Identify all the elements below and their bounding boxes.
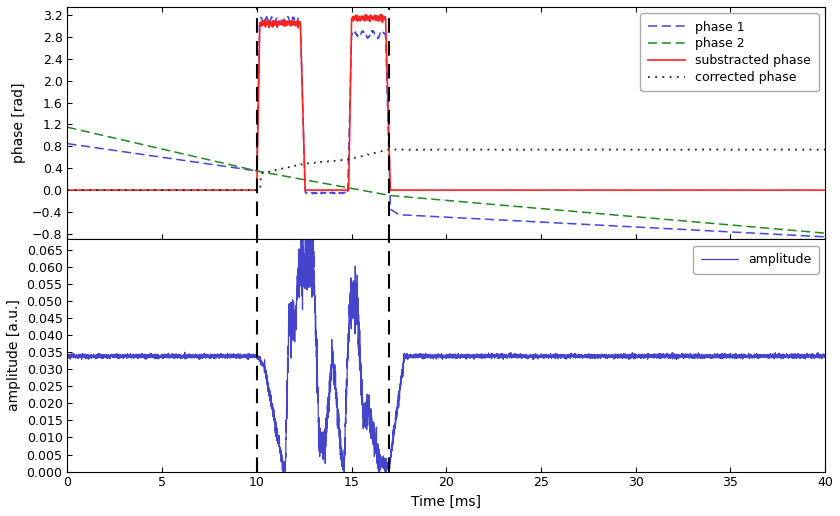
corrected phase	[337, 157, 347, 164]
amplitude	[664, 352, 675, 358]
amplitude	[62, 351, 72, 358]
corrected phase	[62, 187, 72, 193]
phase 2	[337, 184, 347, 190]
phase 2	[511, 203, 521, 209]
phase 2	[543, 206, 554, 213]
substracted phase	[770, 187, 780, 194]
substracted phase	[337, 187, 347, 193]
phase 1	[664, 225, 675, 232]
phase 2	[624, 213, 634, 219]
Line: phase 1: phase 1	[67, 17, 825, 237]
phase 1	[543, 219, 554, 225]
corrected phase	[624, 147, 634, 153]
Y-axis label: phase [rad]: phase [rad]	[13, 83, 26, 164]
phase 1	[101, 146, 111, 152]
Line: amplitude: amplitude	[67, 239, 825, 472]
amplitude	[297, 236, 307, 243]
substracted phase	[543, 187, 554, 193]
corrected phase	[664, 147, 675, 153]
phase 2	[62, 124, 72, 131]
phase 1	[62, 140, 72, 147]
amplitude	[624, 352, 634, 359]
substracted phase	[820, 187, 830, 193]
phase 1	[511, 218, 521, 224]
substracted phase	[664, 187, 675, 193]
corrected phase	[820, 147, 830, 153]
Line: corrected phase: corrected phase	[67, 149, 825, 190]
Legend: amplitude: amplitude	[693, 246, 819, 273]
phase 1	[337, 189, 347, 196]
substracted phase	[101, 187, 111, 193]
amplitude	[101, 354, 111, 361]
phase 2	[664, 217, 675, 223]
substracted phase	[624, 187, 634, 193]
phase 1	[624, 223, 634, 230]
amplitude	[544, 352, 554, 359]
X-axis label: Time [ms]: Time [ms]	[412, 495, 481, 509]
Line: phase 2: phase 2	[67, 127, 825, 233]
phase 2	[101, 133, 111, 139]
phase 2	[820, 230, 830, 236]
corrected phase	[101, 187, 111, 193]
amplitude	[278, 469, 288, 475]
corrected phase	[543, 147, 554, 153]
substracted phase	[511, 187, 521, 193]
phase 1	[820, 234, 830, 240]
amplitude	[337, 461, 347, 467]
amplitude	[820, 353, 830, 359]
Legend: phase 1, phase 2, substracted phase, corrected phase: phase 1, phase 2, substracted phase, cor…	[640, 13, 819, 91]
corrected phase	[381, 146, 391, 152]
substracted phase	[376, 11, 386, 18]
phase 1	[261, 13, 271, 20]
corrected phase	[511, 147, 521, 153]
amplitude	[511, 352, 521, 359]
Y-axis label: amplitude [a.u.]: amplitude [a.u.]	[7, 299, 21, 411]
Line: substracted phase: substracted phase	[67, 14, 825, 190]
substracted phase	[62, 187, 72, 193]
